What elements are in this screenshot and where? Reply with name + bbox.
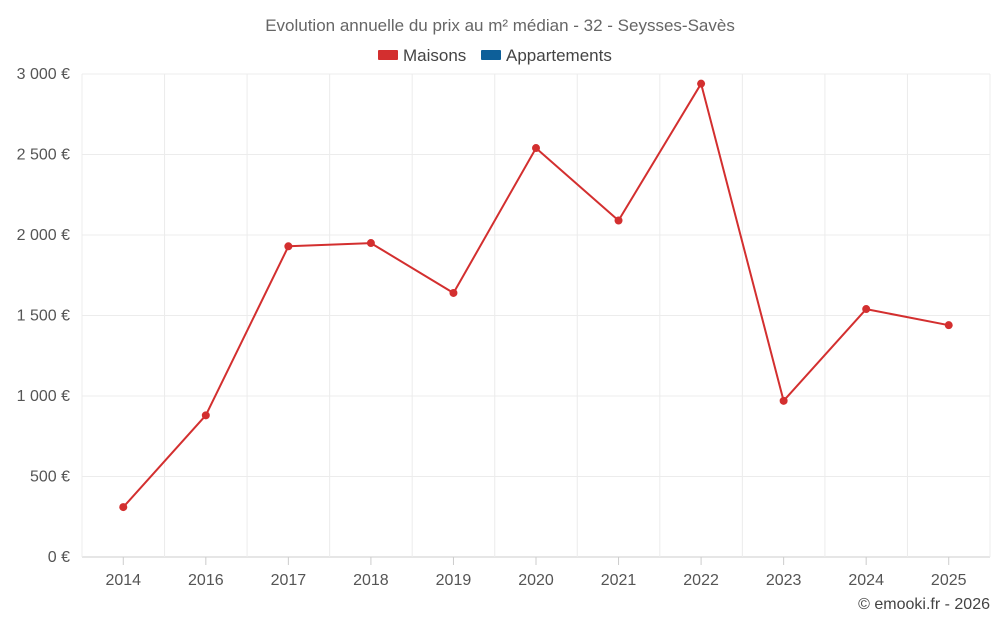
- x-tick-label: 2020: [518, 572, 554, 589]
- y-tick-label: 2 500 €: [17, 147, 70, 164]
- data-point[interactable]: [449, 288, 458, 297]
- x-tick-label: 2018: [353, 572, 389, 589]
- data-point[interactable]: [862, 305, 871, 314]
- y-axis: 0 € 500 € 1 000 € 1 500 € 2 000 € 2 500 € 3 00…: [17, 66, 70, 566]
- data-point[interactable]: [532, 144, 540, 153]
- x-tick-label: 2024: [848, 572, 884, 589]
- legend-swatch-maisons: [378, 50, 398, 60]
- data-point[interactable]: [366, 239, 375, 248]
- legend-item-maisons[interactable]: Maisons: [378, 46, 466, 65]
- x-axis: 2014 2016 2017 2018 2019 2020 2021 2022 2023 2024…: [105, 557, 967, 589]
- chart-title: Evolution annuelle du prix au m² médian …: [265, 16, 735, 35]
- legend: Maisons Appartements: [378, 46, 612, 65]
- legend-label-appartements: Appartements: [506, 46, 612, 65]
- x-tick-label: 2014: [105, 572, 141, 589]
- y-tick-label: 2 000 €: [17, 227, 70, 244]
- data-point[interactable]: [201, 411, 210, 420]
- x-tick-label: 2016: [188, 572, 224, 589]
- data-point[interactable]: [284, 242, 293, 251]
- data-point[interactable]: [119, 503, 128, 512]
- y-tick-label: 1 000 €: [17, 388, 70, 405]
- series-maisons: [119, 79, 953, 512]
- legend-swatch-appartements: [481, 50, 501, 60]
- y-tick-label: 1 500 €: [17, 308, 70, 325]
- data-point[interactable]: [944, 321, 953, 330]
- y-tick-label: 0 €: [48, 549, 70, 566]
- y-tick-label: 500 €: [30, 469, 70, 486]
- data-point[interactable]: [697, 79, 706, 88]
- x-tick-label: 2019: [436, 572, 472, 589]
- legend-item-appartements[interactable]: Appartements: [481, 46, 612, 65]
- x-tick-label: 2025: [931, 572, 967, 589]
- data-point[interactable]: [614, 216, 623, 225]
- x-tick-label: 2022: [683, 572, 719, 589]
- x-tick-label: 2017: [271, 572, 307, 589]
- y-tick-label: 3 000 €: [17, 66, 70, 83]
- grid: [81, 73, 991, 558]
- legend-label-maisons: Maisons: [403, 46, 466, 65]
- x-tick-label: 2021: [601, 572, 637, 589]
- data-point[interactable]: [779, 396, 788, 405]
- credit-text: © emooki.fr - 2026: [858, 596, 990, 613]
- x-tick-label: 2023: [766, 572, 802, 589]
